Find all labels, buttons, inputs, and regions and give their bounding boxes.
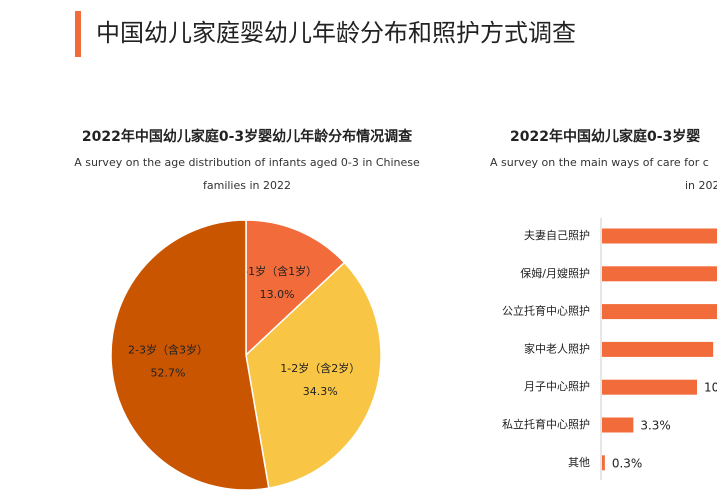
pie-slice bbox=[245, 219, 346, 357]
slice-value-label: 13.0% bbox=[260, 288, 295, 301]
slice-value-label: 52.7% bbox=[151, 367, 186, 380]
y-tick-label: 月子中心照护 bbox=[524, 379, 590, 393]
chart-subtitle: A survey on the main ways of care for c bbox=[490, 156, 709, 169]
bar bbox=[602, 228, 717, 244]
chart-subtitle: A survey on the age distribution of infa… bbox=[74, 156, 420, 169]
y-tick-label: 家中老人照护 bbox=[524, 341, 590, 355]
bar bbox=[602, 379, 697, 395]
y-tick-label: 私立托育中心照护 bbox=[502, 417, 590, 431]
bar bbox=[602, 341, 714, 357]
pie-slice bbox=[245, 261, 382, 489]
slice-label: 2-3岁（含3岁） bbox=[128, 343, 208, 357]
value-label: 10.0% bbox=[704, 381, 717, 395]
y-tick-label: 夫妻自己照护 bbox=[524, 228, 590, 242]
bar bbox=[602, 266, 717, 282]
bar bbox=[602, 417, 634, 433]
value-label: 3.3% bbox=[640, 419, 671, 433]
chart-subtitle: in 202 bbox=[685, 179, 717, 192]
value-label: 0.3% bbox=[612, 456, 643, 470]
slice-label: 0-1岁（含1岁） bbox=[237, 264, 317, 278]
title-accent bbox=[75, 11, 81, 57]
slice-label: 1-2岁（含2岁） bbox=[280, 361, 360, 375]
y-tick-label: 保姆/月嫂照护 bbox=[520, 266, 590, 280]
page-title: 中国幼儿家庭婴幼儿年龄分布和照护方式调查 bbox=[96, 19, 576, 47]
pie-slice bbox=[110, 219, 270, 491]
y-tick-label: 其他 bbox=[568, 456, 590, 469]
chart-subtitle: families in 2022 bbox=[203, 179, 291, 192]
bar bbox=[602, 455, 605, 471]
bar bbox=[602, 304, 717, 320]
y-tick-label: 公立托育中心照护 bbox=[502, 304, 590, 318]
chart-title: 2022年中国幼儿家庭0-3岁婴 bbox=[510, 128, 700, 145]
chart-title: 2022年中国幼儿家庭0-3岁婴幼儿年龄分布情况调查 bbox=[82, 128, 413, 145]
slice-value-label: 34.3% bbox=[303, 385, 338, 398]
